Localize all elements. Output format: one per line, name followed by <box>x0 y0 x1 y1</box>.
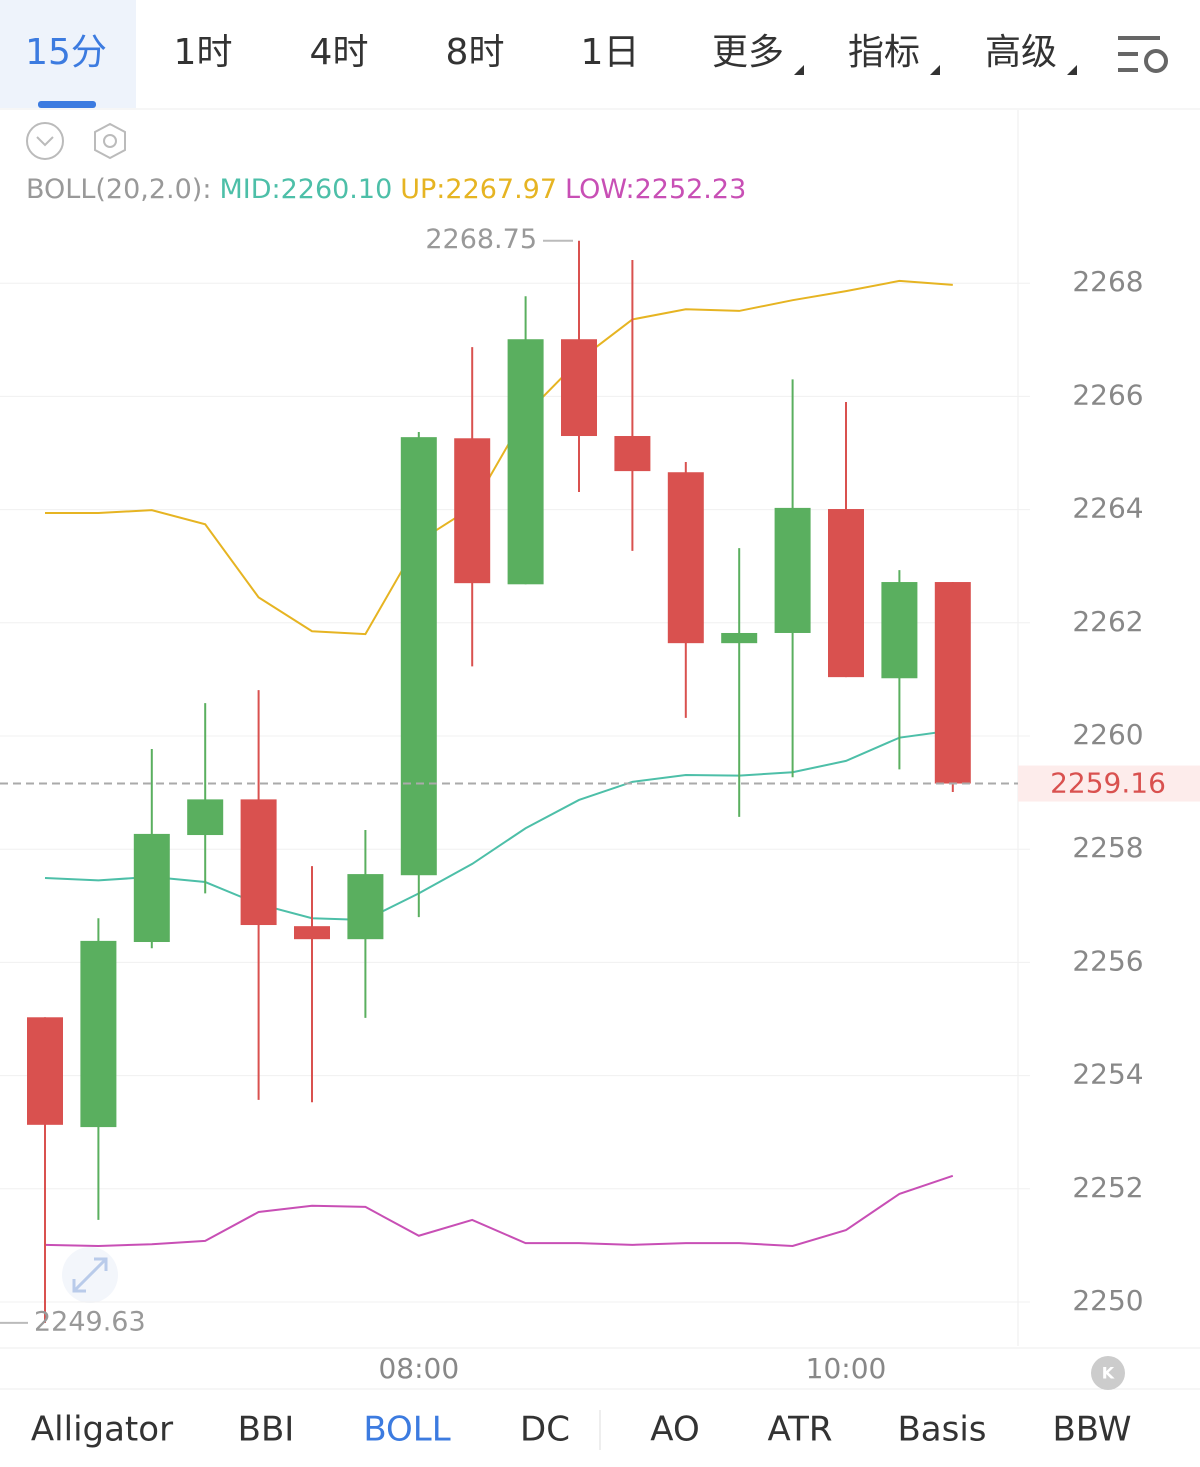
candle-body <box>828 509 864 678</box>
candle-body <box>294 926 330 940</box>
y-tick-label: 2254 <box>1072 1058 1143 1091</box>
expand-icon[interactable] <box>62 1247 118 1303</box>
candle-body <box>614 436 651 472</box>
indicator-tab[interactable]: DC <box>520 1410 570 1450</box>
y-tick-label: 2256 <box>1072 944 1143 977</box>
timeframe-tab[interactable]: 15分 <box>25 32 107 73</box>
dropdown-corner <box>1067 65 1077 75</box>
collapse-icon[interactable] <box>26 122 64 160</box>
y-tick-label: 2260 <box>1072 718 1143 751</box>
active-tab-bg <box>0 0 136 108</box>
indicator-legend: BOLL(20,2.0): MID:2260.10 UP:2267.97 LOW:22… <box>26 174 746 205</box>
settings-hex-icon[interactable] <box>94 122 126 160</box>
timeframe-tab[interactable]: 8时 <box>446 32 505 73</box>
menu-tab[interactable]: 更多 <box>712 32 784 73</box>
candle-body <box>80 940 117 1128</box>
max-label: 2268.75 <box>425 224 537 255</box>
candle-body <box>454 438 491 584</box>
timeframe-tab[interactable]: 4时 <box>310 32 369 73</box>
band-line <box>45 279 953 636</box>
min-label: 2249.63 <box>34 1306 146 1337</box>
candle-body <box>561 339 597 437</box>
candle-body <box>507 339 544 585</box>
y-tick-label: 2250 <box>1072 1284 1143 1317</box>
indicator-tab[interactable]: BBW <box>1052 1410 1131 1450</box>
candle-body <box>881 582 918 679</box>
candle-body <box>774 507 811 633</box>
indicator-tab[interactable]: ATR <box>767 1410 832 1450</box>
last-price-label: 2259.16 <box>1050 767 1166 800</box>
legend-name: MID: <box>219 174 280 205</box>
x-tick-label: 08:00 <box>378 1352 459 1385</box>
scroll-end-button[interactable] <box>1091 1356 1125 1390</box>
collapse-icon <box>36 136 54 147</box>
legend-value: 2260.10 <box>281 174 393 205</box>
timeframe-tab[interactable]: 1日 <box>581 32 640 73</box>
candle-body <box>187 799 224 836</box>
indicator-tab[interactable]: AO <box>650 1410 699 1450</box>
timeframe-tab[interactable]: 1时 <box>174 32 233 73</box>
indicator-tab[interactable]: BBI <box>238 1410 295 1450</box>
candle-body <box>133 833 170 943</box>
y-tick-label: 2266 <box>1072 378 1143 411</box>
legend-name: LOW: <box>565 174 635 205</box>
legend-value: 2252.23 <box>635 174 747 205</box>
dropdown-corner <box>794 65 804 75</box>
last-price-box <box>1018 765 1200 802</box>
menu-tab[interactable]: 高级 <box>985 32 1057 73</box>
candle-body <box>400 437 437 876</box>
candle-body <box>240 799 277 926</box>
dropdown-corner <box>930 65 940 75</box>
x-tick-label: 10:00 <box>806 1352 887 1385</box>
candle-body <box>667 472 704 644</box>
y-tick-label: 2258 <box>1072 831 1143 864</box>
settings-hex-icon <box>103 134 117 148</box>
settings-icon[interactable] <box>1118 36 1168 73</box>
y-tick-label: 2262 <box>1072 605 1143 638</box>
price-axis-bg <box>1018 110 1200 1346</box>
active-tab-indicator <box>38 101 96 108</box>
candle-body <box>347 874 384 940</box>
menu-tab[interactable]: 指标 <box>848 32 920 73</box>
indicator-tab[interactable]: BOLL <box>363 1410 450 1450</box>
band-line <box>44 729 953 921</box>
band-line <box>44 1174 954 1247</box>
bollinger-lines <box>44 279 954 1247</box>
scroll-end-icon: K <box>1102 1364 1115 1383</box>
indicator-title: BOLL(20,2.0): <box>26 174 211 205</box>
y-tick-label: 2264 <box>1072 492 1143 525</box>
indicator-tab[interactable]: Basis <box>897 1410 986 1450</box>
candles <box>27 240 971 1323</box>
candle-body <box>27 1017 63 1125</box>
indicator-tab[interactable]: Alligator <box>31 1410 173 1450</box>
y-tick-label: 2268 <box>1072 265 1143 298</box>
y-tick-label: 2252 <box>1072 1171 1143 1204</box>
candle-body <box>934 582 971 784</box>
legend-value: 2267.97 <box>445 174 557 205</box>
candle-body <box>721 632 758 644</box>
legend-name: UP: <box>400 174 445 205</box>
